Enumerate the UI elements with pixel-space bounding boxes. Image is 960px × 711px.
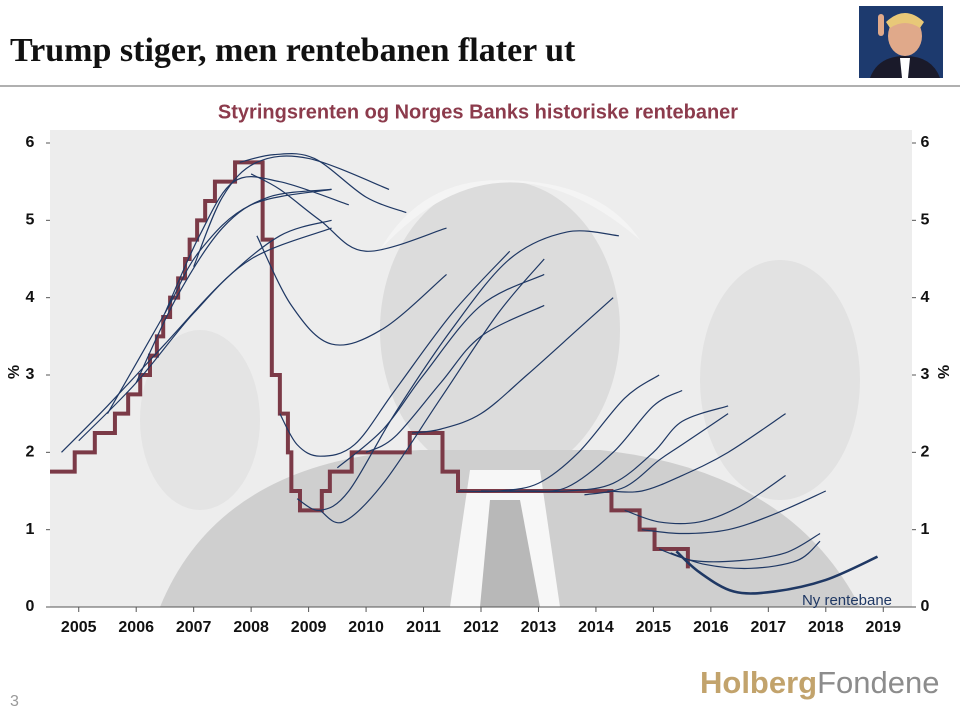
x-tick-label: 2011 [406, 619, 441, 636]
forecast-line [336, 273, 545, 469]
y-axis-label: % [6, 365, 23, 379]
y-tick-label: 6 [26, 134, 35, 151]
forecast-line [641, 490, 827, 535]
x-tick-label: 2009 [291, 619, 327, 636]
forecast-line [135, 188, 332, 383]
y2-tick-label: 0 [921, 598, 930, 615]
forecast-line [319, 258, 545, 524]
x-tick-label: 2010 [348, 619, 384, 636]
forecast-line [675, 550, 879, 595]
x-tick-label: 2007 [176, 619, 212, 636]
y-tick-label: 5 [26, 212, 35, 229]
y2-tick-label: 2 [921, 444, 930, 461]
x-tick-label: 2012 [463, 619, 499, 636]
y-tick-label: 3 [26, 366, 35, 383]
forecast-line [193, 155, 390, 267]
logo: HolbergFondene [700, 665, 940, 700]
forecast-line [256, 235, 447, 346]
logo-part: Fondene [817, 665, 939, 700]
forecast-line [509, 405, 729, 493]
y-tick-label: 1 [26, 521, 35, 538]
x-tick-label: 2014 [578, 619, 614, 636]
policy-rate-line [50, 160, 690, 569]
x-tick-label: 2008 [233, 619, 269, 636]
page-number: 3 [10, 693, 19, 710]
y-tick-label: 2 [26, 444, 35, 461]
y-tick-label: 0 [26, 598, 35, 615]
logo-part: Holberg [700, 665, 817, 700]
y-tick-label: 4 [26, 289, 35, 306]
y2-tick-label: 5 [921, 212, 930, 229]
forecast-line [164, 176, 350, 314]
forecast-line [607, 413, 786, 493]
forecast-line [296, 230, 619, 511]
forecast-line [239, 153, 407, 214]
y2-tick-label: 3 [921, 366, 930, 383]
y2-tick-label: 4 [921, 289, 930, 306]
plot-background [50, 130, 912, 607]
chart-title: Styringsrenten og Norges Banks historisk… [218, 101, 738, 123]
forecast-line [365, 304, 545, 453]
y2-axis-label: % [934, 365, 951, 379]
y2-tick-label: 6 [921, 134, 930, 151]
x-tick-label: 2018 [808, 619, 844, 636]
portrait [859, 6, 943, 78]
x-tick-label: 2013 [521, 619, 557, 636]
y2-tick-label: 1 [921, 521, 930, 538]
forecast-line [279, 250, 511, 457]
x-tick-label: 2006 [118, 619, 154, 636]
forecast-line [670, 540, 821, 570]
annotation: Ny rentebane [802, 592, 892, 609]
x-tick-label: 2019 [865, 619, 901, 636]
forecast-line [78, 227, 332, 442]
forecast-line [250, 173, 447, 252]
forecast-line [61, 219, 332, 453]
slide-title: Trump stiger, men rentebanen flater ut [10, 32, 576, 69]
forecast-line [411, 297, 614, 434]
x-tick-label: 2015 [636, 619, 672, 636]
x-tick-label: 2016 [693, 619, 729, 636]
x-tick-label: 2005 [61, 619, 97, 636]
x-tick-label: 2017 [751, 619, 787, 636]
forecast-line [624, 475, 786, 525]
